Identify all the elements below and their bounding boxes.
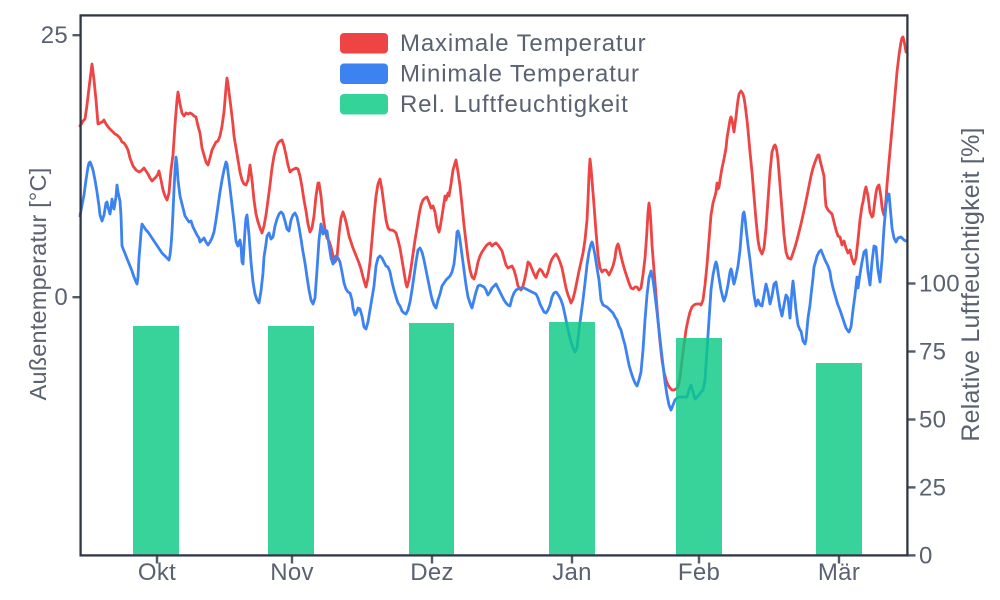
svg-text:25: 25 xyxy=(919,474,946,501)
svg-text:50: 50 xyxy=(919,407,946,434)
svg-text:Nov: Nov xyxy=(270,559,314,586)
svg-text:0: 0 xyxy=(54,284,68,311)
svg-text:Maximale Temperatur: Maximale Temperatur xyxy=(400,30,646,57)
svg-text:0: 0 xyxy=(919,542,933,569)
svg-text:Dez: Dez xyxy=(410,559,454,586)
svg-text:Relative Luftfeuchtigkeit [%]: Relative Luftfeuchtigkeit [%] xyxy=(957,127,985,441)
svg-text:100: 100 xyxy=(919,271,960,298)
svg-text:75: 75 xyxy=(919,339,946,366)
svg-text:Mär: Mär xyxy=(818,559,860,586)
svg-text:Außentemperatur [°C]: Außentemperatur [°C] xyxy=(25,168,51,401)
svg-text:Okt: Okt xyxy=(138,559,176,586)
svg-text:Feb: Feb xyxy=(678,559,720,586)
svg-text:Rel. Luftfeuchtigkeit: Rel. Luftfeuchtigkeit xyxy=(400,91,629,118)
svg-text:Jan: Jan xyxy=(552,559,592,586)
svg-text:25: 25 xyxy=(41,22,68,49)
svg-text:Minimale Temperatur: Minimale Temperatur xyxy=(400,61,640,88)
